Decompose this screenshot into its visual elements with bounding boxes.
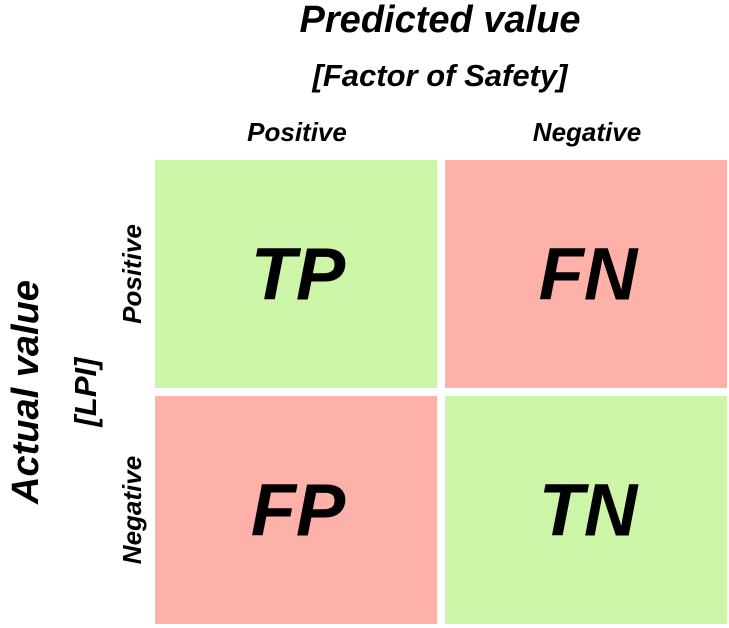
cell-box xyxy=(445,160,727,388)
actual-title: Actual value xyxy=(5,280,47,505)
row-label: Negative xyxy=(117,456,147,564)
cell-box xyxy=(155,396,437,624)
cell-label: TP xyxy=(251,233,346,316)
column-label: Negative xyxy=(533,117,641,147)
cell-box xyxy=(445,396,727,624)
row-label: Positive xyxy=(117,224,147,324)
actual-subtitle: [LPI] xyxy=(68,356,103,428)
column-label: Positive xyxy=(247,117,347,147)
cell-label: FN xyxy=(539,233,639,316)
cell-label: FP xyxy=(251,469,346,552)
predicted-subtitle: [Factor of Safety] xyxy=(312,58,570,93)
predicted-title: Predicted value xyxy=(300,0,581,41)
cell-box xyxy=(155,160,437,388)
cell-label: TN xyxy=(539,469,639,552)
